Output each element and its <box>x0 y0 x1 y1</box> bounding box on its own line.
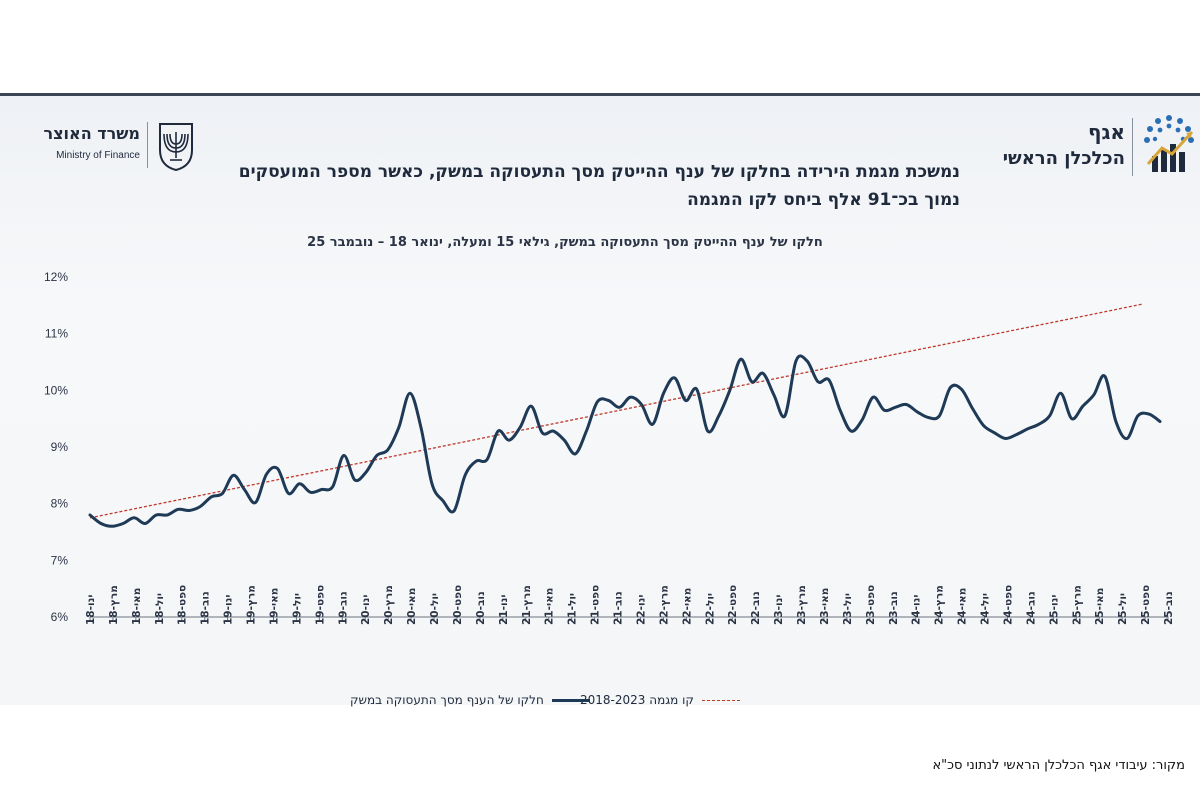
chart-title: חלקו של ענף ההייטק מסך התעסוקה במשק, גיל… <box>307 235 823 250</box>
legend-item-trend: קו מגמה 2018-2023 <box>580 690 740 710</box>
x-tick-label: יול-23 <box>842 593 854 625</box>
x-tick-label: ינו-24 <box>911 595 923 625</box>
menorah-emblem-icon <box>159 123 193 172</box>
x-tick-label: יול-18 <box>154 593 166 625</box>
x-tick-label: ספט-25 <box>1140 585 1152 625</box>
legend-item-share: חלקו של הענף מסך התעסוקה במשק <box>350 690 590 710</box>
legend: קו מגמה 2018-2023 חלקו של הענף מסך התעסו… <box>330 690 890 712</box>
x-tick-label: ספט-20 <box>452 585 464 625</box>
x-tick-label: ספט-19 <box>314 585 326 625</box>
x-tick-label: נוב-20 <box>475 591 487 625</box>
org-subtitle: הכלכלן הראשי <box>1002 148 1125 169</box>
x-tick-label: נוב-22 <box>750 591 762 625</box>
top-rule <box>0 93 1200 96</box>
x-tick-label: מאי-18 <box>131 588 143 625</box>
y-tick-label: 9% <box>51 440 69 454</box>
x-tick-label: יול-22 <box>704 593 716 625</box>
org-title: אגף <box>1088 120 1125 144</box>
ministry-name-hebrew: משרד האוצר <box>43 124 140 143</box>
y-tick-label: 6% <box>51 610 69 624</box>
chief-economist-logo: אגף הכלכלן הראשי <box>1003 112 1200 184</box>
x-tick-label: מאי-23 <box>819 588 831 625</box>
x-tick-label: יול-19 <box>291 593 303 625</box>
trend-line <box>89 303 1143 519</box>
x-tick-label: ינו-18 <box>85 595 97 625</box>
logo-divider <box>147 122 148 168</box>
ministry-name-english: Ministry of Finance <box>56 150 140 161</box>
x-tick-label: נוב-18 <box>200 591 212 625</box>
x-tick-label: מאי-20 <box>406 588 418 625</box>
x-tick-label: מרץ-19 <box>246 585 258 625</box>
x-tick-label: ספט-22 <box>727 585 739 625</box>
x-tick-label: מאי-24 <box>957 588 969 625</box>
x-tick-label: ספט-24 <box>1002 585 1014 625</box>
x-tick-label: מאי-22 <box>681 588 693 625</box>
x-tick-label: ספט-18 <box>177 585 189 625</box>
legend-label-share: חלקו של הענף מסך התעסוקה במשק <box>350 693 544 707</box>
x-tick-label: מרץ-22 <box>658 585 670 625</box>
y-tick-label: 8% <box>51 497 69 511</box>
x-tick-label: ינו-22 <box>635 595 647 625</box>
chief-economist-emblem-icon <box>1144 115 1194 172</box>
x-tick-label: מאי-25 <box>1094 588 1106 625</box>
y-tick-label: 10% <box>44 383 68 397</box>
x-tick-label: נוב-19 <box>337 591 349 625</box>
x-tick-label: ינו-19 <box>223 595 235 625</box>
legend-label-trend: קו מגמה 2018-2023 <box>580 693 694 707</box>
ministry-of-finance-logo: משרד האוצר Ministry of Finance <box>40 118 200 178</box>
y-tick-label: 7% <box>51 553 69 567</box>
x-tick-label: יול-24 <box>980 593 992 625</box>
x-tick-label: יול-20 <box>429 593 441 625</box>
x-tick-label: נוב-25 <box>1163 591 1175 625</box>
source-note: מקור: עיבודי אגף הכלכלן הראשי לנתוני סכ"… <box>932 758 1185 773</box>
x-tick-label: מרץ-23 <box>796 585 808 625</box>
x-tick-label: יול-25 <box>1117 593 1129 625</box>
x-tick-label: מאי-21 <box>544 588 556 625</box>
y-tick-label: 12% <box>44 270 68 284</box>
x-tick-label: נוב-24 <box>1025 591 1037 625</box>
x-tick-label: מרץ-25 <box>1071 585 1083 625</box>
x-tick-label: ינו-21 <box>498 595 510 625</box>
x-tick-label: מרץ-24 <box>934 585 946 625</box>
x-tick-label: יול-21 <box>567 593 579 625</box>
x-tick-label: נוב-21 <box>613 591 625 625</box>
x-tick-label: נוב-23 <box>888 591 900 625</box>
x-tick-label: מרץ-21 <box>521 585 533 625</box>
y-tick-label: 11% <box>45 327 68 341</box>
x-tick-label: ינו-20 <box>360 595 372 625</box>
x-tick-label: ינו-25 <box>1048 595 1060 625</box>
legend-swatch-trend <box>701 699 740 701</box>
x-tick-label: מרץ-20 <box>383 585 395 625</box>
x-tick-label: מאי-19 <box>268 588 280 625</box>
logo-divider-right <box>1132 118 1133 176</box>
x-tick-label: ינו-23 <box>773 595 785 625</box>
x-tick-label: ספט-21 <box>590 585 602 625</box>
series-line-hitech-share <box>88 354 1162 528</box>
x-tick-label: ספט-23 <box>865 585 877 625</box>
headline: נמשכת מגמת הירידה בחלקו של ענף ההייטק מס… <box>238 162 960 210</box>
legend-swatch-share <box>551 698 590 702</box>
x-tick-label: מרץ-18 <box>108 585 120 625</box>
